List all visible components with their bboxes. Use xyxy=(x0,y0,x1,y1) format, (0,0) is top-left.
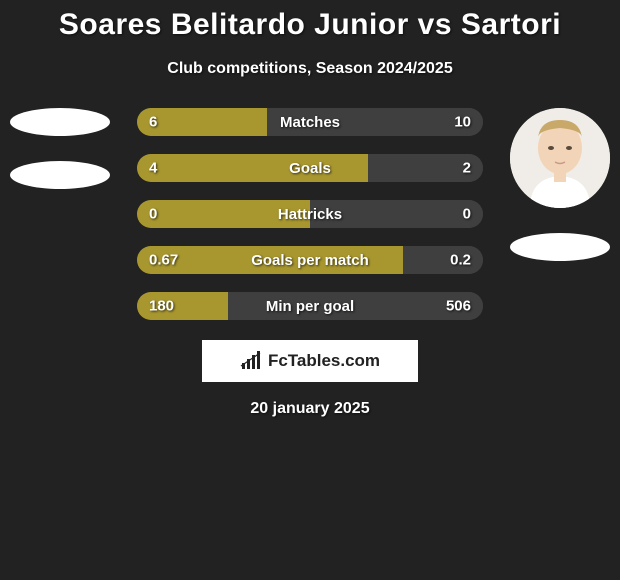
stat-label: Goals xyxy=(289,160,331,177)
stat-row: 0.67 0.2 Goals per match xyxy=(137,246,483,274)
stat-label: Matches xyxy=(280,114,340,131)
player-left-column xyxy=(0,108,120,189)
stat-row: 0 0 Hattricks xyxy=(137,200,483,228)
stat-label: Goals per match xyxy=(251,252,369,269)
stat-value-left: 6 xyxy=(149,114,157,131)
stat-value-right: 0 xyxy=(463,206,471,223)
bar-chart-icon xyxy=(240,351,264,371)
stat-value-left: 0 xyxy=(149,206,157,223)
stat-value-left: 4 xyxy=(149,160,157,177)
stat-row: 180 506 Min per goal xyxy=(137,292,483,320)
fctables-logo: FcTables.com xyxy=(202,340,418,382)
stat-row: 4 2 Goals xyxy=(137,154,483,182)
subtitle: Club competitions, Season 2024/2025 xyxy=(0,60,620,78)
player-left-avatar-placeholder xyxy=(10,108,110,136)
stat-value-left: 0.67 xyxy=(149,252,178,269)
stat-value-right: 10 xyxy=(454,114,471,131)
player-right-avatar xyxy=(510,108,610,208)
player-left-flag xyxy=(10,161,110,189)
page-title: Soares Belitardo Junior vs Sartori xyxy=(0,0,620,42)
bar-left-fill xyxy=(137,154,368,182)
player-right-column xyxy=(500,108,620,261)
stat-bars: 6 10 Matches 4 2 Goals 0 0 Hattricks 0.67 0.2 Goals… xyxy=(137,108,483,320)
stat-label: Hattricks xyxy=(278,206,342,223)
player-right-flag xyxy=(510,233,610,261)
stat-label: Min per goal xyxy=(266,298,354,315)
stat-row: 6 10 Matches xyxy=(137,108,483,136)
stat-value-right: 2 xyxy=(463,160,471,177)
stat-value-right: 0.2 xyxy=(450,252,471,269)
avatar-icon xyxy=(510,108,610,208)
comparison-content: 6 10 Matches 4 2 Goals 0 0 Hattricks 0.67 0.2 Goals… xyxy=(0,108,620,320)
logo-text: FcTables.com xyxy=(268,351,380,371)
stat-value-right: 506 xyxy=(446,298,471,315)
date-label: 20 january 2025 xyxy=(0,400,620,418)
stat-value-left: 180 xyxy=(149,298,174,315)
